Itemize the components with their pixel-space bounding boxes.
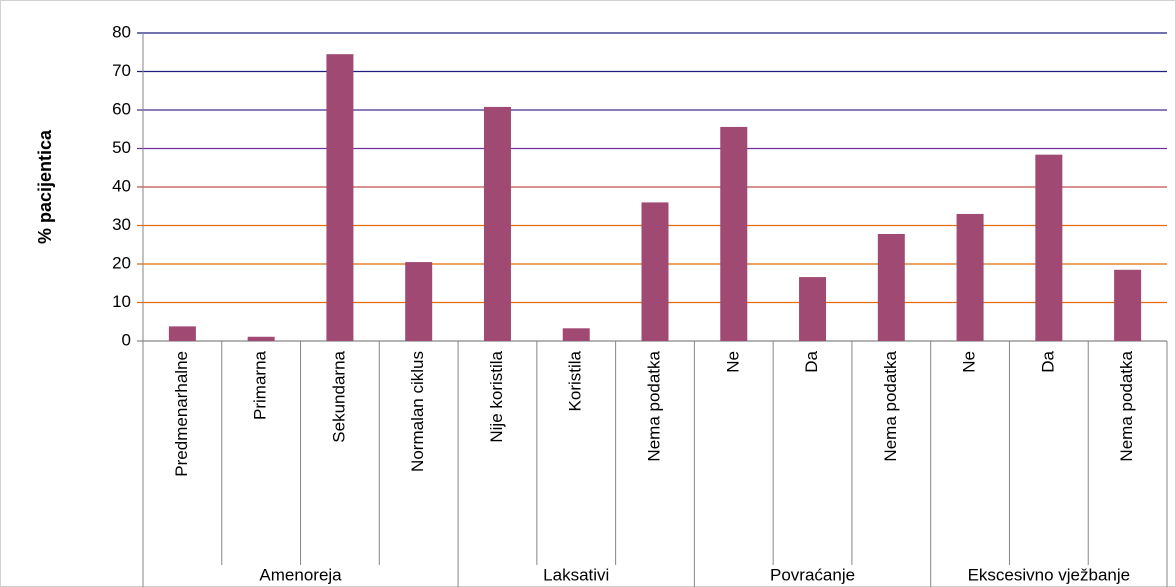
x-tick-label: Da (802, 350, 821, 372)
y-tick-label: 40 (112, 176, 131, 195)
x-tick-label: Predmenarhalne (172, 351, 191, 477)
bar (405, 262, 433, 341)
y-tick-label: 30 (112, 215, 131, 234)
bar (877, 233, 905, 341)
y-tick-label: 50 (112, 138, 131, 157)
y-tick-label: 0 (122, 330, 131, 349)
bar (641, 202, 669, 341)
x-tick-label: Nije koristila (487, 350, 506, 442)
group-label: Povraćanje (770, 565, 855, 584)
x-tick-label: Nema podatka (881, 350, 900, 461)
y-tick-label: 70 (112, 61, 131, 80)
x-tick-label: Ne (960, 351, 979, 373)
y-tick-label: 60 (112, 99, 131, 118)
x-tick-label: Sekundarna (329, 350, 348, 442)
x-tick-label: Nema podatka (644, 350, 663, 461)
bar (247, 336, 275, 341)
bar (1035, 154, 1063, 341)
bar (483, 106, 511, 341)
x-tick-label: Nema podatka (1117, 350, 1136, 461)
group-label: Amenoreja (259, 565, 342, 584)
bar (799, 277, 827, 341)
y-tick-label: 10 (112, 292, 131, 311)
bar (562, 328, 590, 341)
bar (720, 126, 748, 341)
x-tick-label: Primarna (251, 350, 270, 420)
x-tick-label: Normalan ciklus (408, 351, 427, 472)
x-tick-label: Koristila (566, 350, 585, 411)
bar (956, 213, 984, 341)
bar (326, 54, 354, 342)
x-tick-label: Ne (723, 351, 742, 373)
y-axis-label: % pacijentica (35, 129, 55, 244)
group-label: Laksativi (543, 565, 609, 584)
bar (168, 326, 196, 341)
group-label: Ekscesivno vježbanje (968, 565, 1131, 584)
bar (1114, 269, 1142, 341)
y-tick-label: 80 (112, 22, 131, 41)
x-tick-label: Da (1038, 350, 1057, 372)
y-tick-label: 20 (112, 253, 131, 272)
